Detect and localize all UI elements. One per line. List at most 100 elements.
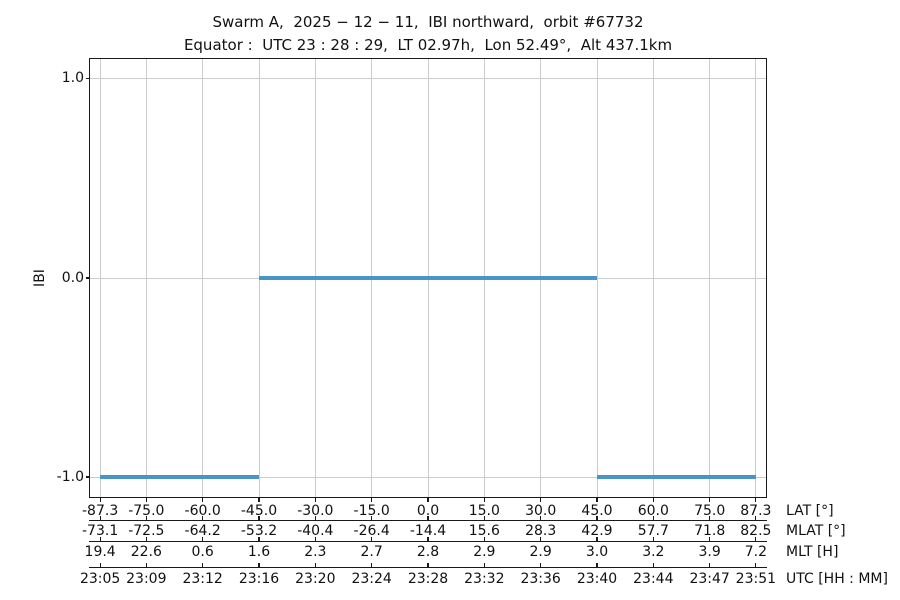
- x-tick-label: 0.0: [416, 503, 440, 519]
- axis-row-tick: [99, 563, 101, 567]
- x-tick-label: -64.2: [184, 523, 221, 539]
- x-tick-label: 23:16: [238, 570, 280, 587]
- y-tick: [85, 277, 90, 279]
- x-tick-label: 3.0: [585, 543, 609, 560]
- axis-row-tick: [483, 537, 485, 541]
- axis-row-tick: [145, 516, 147, 520]
- x-tick-label: 2.9: [529, 543, 552, 560]
- axis-row-tick: [596, 516, 598, 520]
- axis-row-name: LAT [°]: [786, 503, 834, 519]
- x-tick-label: 15.0: [468, 503, 500, 519]
- axis-row-name: MLAT [°]: [786, 523, 846, 539]
- axis-row-tick: [540, 563, 542, 567]
- x-tick: [652, 497, 654, 502]
- x-tick-label: -75.0: [128, 503, 165, 519]
- x-tick-label: 23:05: [79, 570, 121, 587]
- x-tick-label: 75.0: [694, 503, 726, 519]
- axis-row-tick: [652, 563, 654, 567]
- ibi-line-segment: [259, 276, 597, 280]
- x-tick-label: 87.3: [740, 503, 772, 519]
- axis-row-tick: [483, 563, 485, 567]
- x-tick-label: 15.6: [468, 523, 500, 539]
- plot-border: [89, 58, 767, 498]
- x-tick-label: 3.9: [698, 543, 721, 560]
- x-tick: [314, 497, 316, 502]
- axis-row-tick: [427, 537, 429, 541]
- x-tick-label: 23:20: [295, 570, 336, 587]
- x-tick-label: 23:12: [182, 570, 223, 587]
- y-tick-label: 0.0: [61, 269, 84, 286]
- axis-row-tick: [202, 516, 204, 520]
- x-tick: [427, 497, 429, 502]
- x-tick: [145, 497, 147, 502]
- axis-row-tick: [258, 563, 260, 567]
- x-tick-label: 60.0: [637, 503, 669, 519]
- axis-row-tick: [709, 516, 711, 520]
- x-tick-label: -14.4: [409, 523, 447, 539]
- x-tick-label: 23:51: [735, 570, 777, 587]
- axis-row-tick: [709, 563, 711, 567]
- x-tick: [202, 497, 204, 502]
- x-tick-label: 71.8: [694, 523, 726, 539]
- x-tick-label: 2.3: [304, 543, 327, 560]
- axis-row-tick: [371, 516, 373, 520]
- axis-row-name: MLT [H]: [786, 543, 839, 560]
- y-tick-label: 1.0: [61, 70, 84, 87]
- x-tick-label: 7.2: [744, 543, 767, 560]
- axis-row-tick: [99, 537, 101, 541]
- x-tick-label: -60.0: [184, 503, 221, 519]
- axis-row-tick: [755, 516, 757, 520]
- axis-row-tick: [755, 563, 757, 567]
- x-tick-label: -72.5: [128, 523, 165, 539]
- chart-title: Swarm A, 2025 − 12 − 11, IBI northward, …: [212, 13, 644, 31]
- axis-row-name: UTC [HH : MM]: [786, 570, 888, 587]
- x-tick-label: 1.6: [247, 543, 271, 560]
- x-tick-label: 23:32: [464, 570, 505, 587]
- axis-row-tick: [314, 537, 316, 541]
- x-tick-label: -45.0: [240, 503, 278, 519]
- axis-row-tick: [314, 563, 316, 567]
- x-tick-label: 30.0: [525, 503, 557, 519]
- axis-row-tick: [258, 516, 260, 520]
- x-tick-label: -40.4: [297, 523, 334, 539]
- axis-row-tick: [371, 537, 373, 541]
- axis-row-tick: [145, 563, 147, 567]
- axis-row-tick: [596, 537, 598, 541]
- y-tick: [85, 78, 90, 80]
- x-tick-label: 19.4: [84, 543, 116, 560]
- axis-row-tick: [652, 537, 654, 541]
- x-tick-label: -53.2: [240, 523, 278, 539]
- axis-row-tick: [202, 537, 204, 541]
- x-tick: [540, 497, 542, 502]
- x-tick: [99, 497, 101, 502]
- x-tick-label: 23:44: [633, 570, 674, 587]
- y-tick: [85, 476, 90, 478]
- x-tick-label: 22.6: [130, 543, 162, 560]
- axis-row-tick: [540, 537, 542, 541]
- axis-row-line: [89, 541, 767, 542]
- x-tick-label: 2.8: [416, 543, 440, 560]
- x-tick: [371, 497, 373, 502]
- axis-row-tick: [371, 563, 373, 567]
- x-tick-label: 23:28: [407, 570, 449, 587]
- x-tick: [755, 497, 757, 502]
- axis-row-tick: [652, 516, 654, 520]
- x-tick-label: -73.1: [82, 523, 119, 539]
- x-tick: [709, 497, 711, 502]
- axis-row-line: [89, 520, 767, 521]
- axis-row-tick: [540, 516, 542, 520]
- x-tick-label: 23:47: [689, 570, 730, 587]
- y-grid-line: [90, 476, 766, 478]
- ibi-line-segment: [597, 475, 756, 480]
- x-tick-label: 2.9: [473, 543, 496, 560]
- y-tick-label: -1.0: [56, 468, 84, 485]
- y-grid-line: [90, 78, 766, 80]
- x-tick-label: 57.7: [637, 523, 669, 539]
- x-tick-label: 3.2: [642, 543, 665, 560]
- axis-row-tick: [314, 516, 316, 520]
- x-tick-label: -26.4: [353, 523, 390, 539]
- axis-row-tick: [145, 537, 147, 541]
- x-tick-label: 23:36: [520, 570, 561, 587]
- axis-row-tick: [596, 563, 598, 567]
